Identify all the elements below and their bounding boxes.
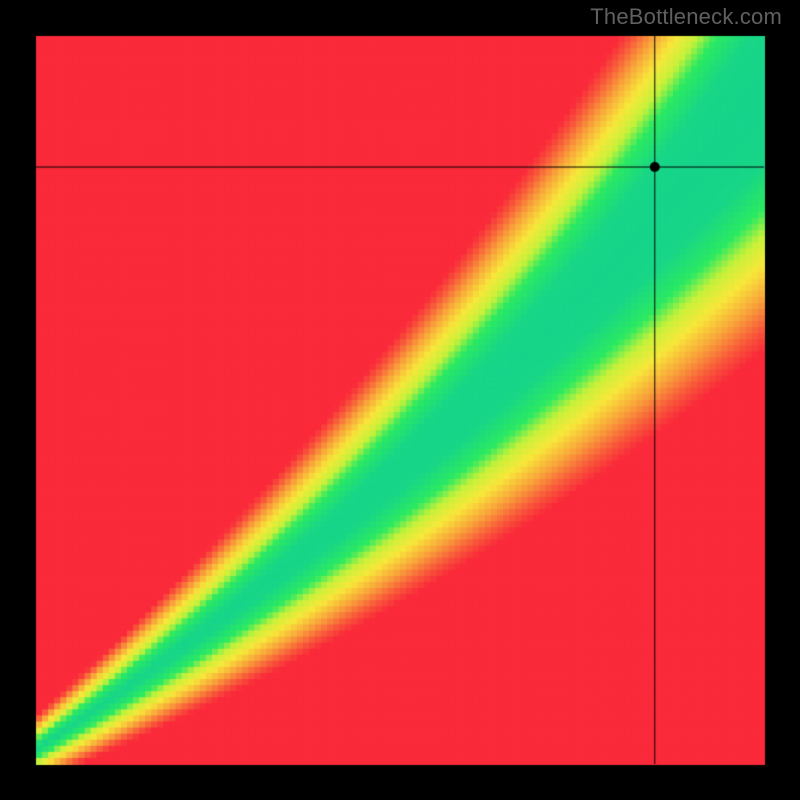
chart-container: TheBottleneck.com — [0, 0, 800, 800]
watermark-text: TheBottleneck.com — [590, 4, 782, 30]
heatmap-canvas — [0, 0, 800, 800]
